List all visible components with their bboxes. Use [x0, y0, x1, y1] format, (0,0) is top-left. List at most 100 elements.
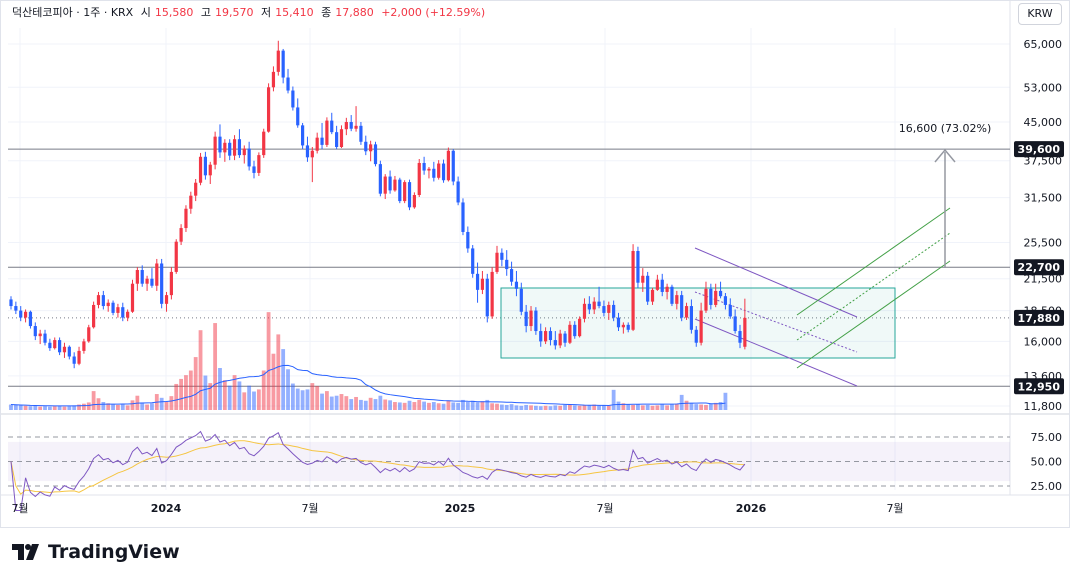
candle[interactable] [427, 168, 431, 171]
candle[interactable] [150, 278, 154, 286]
candle[interactable] [19, 310, 23, 318]
candle[interactable] [320, 137, 324, 145]
candle[interactable] [602, 306, 606, 313]
candle[interactable] [553, 340, 557, 346]
candle[interactable] [257, 155, 261, 173]
candle[interactable] [43, 333, 47, 343]
candle[interactable] [471, 248, 475, 274]
candle[interactable] [650, 289, 655, 302]
candle[interactable] [607, 304, 611, 313]
price-label-tag[interactable] [1014, 141, 1064, 158]
candle[interactable] [116, 307, 120, 313]
candle[interactable] [53, 340, 57, 349]
candle[interactable] [592, 301, 596, 310]
time-axis[interactable]: 7월 2024 7월 2025 7월 2026 7월 [11, 502, 903, 515]
candle[interactable] [612, 304, 616, 318]
candle[interactable] [247, 148, 251, 167]
candle[interactable] [38, 333, 42, 337]
candle[interactable] [208, 164, 212, 176]
candle[interactable] [441, 163, 446, 181]
candle[interactable] [417, 162, 421, 196]
candle[interactable] [194, 182, 198, 196]
candle[interactable] [568, 324, 572, 343]
candle[interactable] [519, 288, 523, 312]
candle[interactable] [213, 136, 217, 165]
candle[interactable] [514, 281, 519, 289]
candle[interactable] [325, 120, 329, 145]
candle[interactable] [145, 278, 149, 284]
candle[interactable] [495, 252, 499, 272]
candle[interactable] [160, 263, 164, 304]
candle[interactable] [582, 303, 587, 319]
channel-up-mid[interactable] [796, 232, 951, 341]
candle[interactable] [291, 90, 295, 108]
candle[interactable] [451, 150, 455, 182]
candle[interactable] [106, 302, 110, 307]
candle[interactable] [393, 179, 397, 191]
candle[interactable] [169, 271, 173, 296]
candle[interactable] [140, 270, 144, 284]
candle[interactable] [534, 310, 538, 332]
candle[interactable] [310, 150, 314, 158]
candle[interactable] [349, 122, 353, 129]
candle[interactable] [121, 307, 125, 318]
candle[interactable] [373, 144, 378, 165]
price-label-tag[interactable] [1014, 309, 1064, 326]
candle[interactable] [155, 263, 159, 286]
candle[interactable] [72, 356, 76, 364]
candle[interactable] [242, 148, 246, 156]
candle[interactable] [164, 295, 169, 304]
candle[interactable] [655, 279, 659, 290]
candle[interactable] [456, 181, 460, 203]
candle[interactable] [466, 231, 470, 249]
candle[interactable] [539, 331, 543, 342]
candle[interactable] [281, 50, 285, 78]
candle[interactable] [87, 327, 91, 342]
candle[interactable] [680, 295, 684, 318]
candle[interactable] [505, 259, 509, 270]
candle[interactable] [67, 346, 71, 357]
price-axis[interactable]: 65,000 53,000 45,000 37,500 31,500 25,500 21,5… [1014, 38, 1064, 493]
candle[interactable] [412, 195, 416, 208]
candle[interactable] [665, 286, 669, 292]
candle[interactable] [709, 288, 713, 305]
price-label-tag[interactable] [1014, 259, 1064, 276]
candle[interactable] [670, 286, 674, 304]
candle[interactable] [646, 275, 650, 302]
candle[interactable] [733, 316, 737, 332]
candle[interactable] [699, 310, 703, 343]
candle[interactable] [500, 252, 504, 260]
candle[interactable] [77, 350, 81, 364]
candle[interactable] [437, 163, 441, 178]
candle[interactable] [563, 333, 567, 343]
candle[interactable] [9, 299, 13, 307]
candle[interactable] [296, 107, 300, 126]
candle[interactable] [422, 162, 426, 171]
candle[interactable] [587, 303, 591, 310]
candle[interactable] [344, 122, 348, 130]
candle[interactable] [403, 182, 407, 202]
candle[interactable] [286, 77, 290, 91]
candle[interactable] [398, 179, 402, 202]
candle[interactable] [388, 176, 392, 191]
candle[interactable] [58, 340, 62, 353]
candle[interactable] [262, 131, 266, 156]
candle[interactable] [101, 295, 105, 307]
candle[interactable] [407, 182, 412, 208]
candle[interactable] [218, 136, 222, 153]
candle[interactable] [174, 241, 178, 272]
candle[interactable] [28, 311, 33, 327]
tradingview-logo[interactable]: TradingView [12, 541, 180, 563]
candle[interactable] [684, 306, 689, 318]
candle[interactable] [597, 301, 601, 307]
candle[interactable] [330, 120, 334, 133]
candle[interactable] [237, 139, 242, 156]
price-label-tag[interactable] [1014, 378, 1064, 395]
channel-down-mid[interactable] [694, 291, 858, 353]
candle[interactable] [335, 132, 339, 148]
candle[interactable] [714, 290, 718, 305]
candle[interactable] [689, 306, 693, 330]
candle[interactable] [718, 290, 723, 297]
candle[interactable] [82, 341, 86, 351]
candle[interactable] [558, 333, 562, 346]
